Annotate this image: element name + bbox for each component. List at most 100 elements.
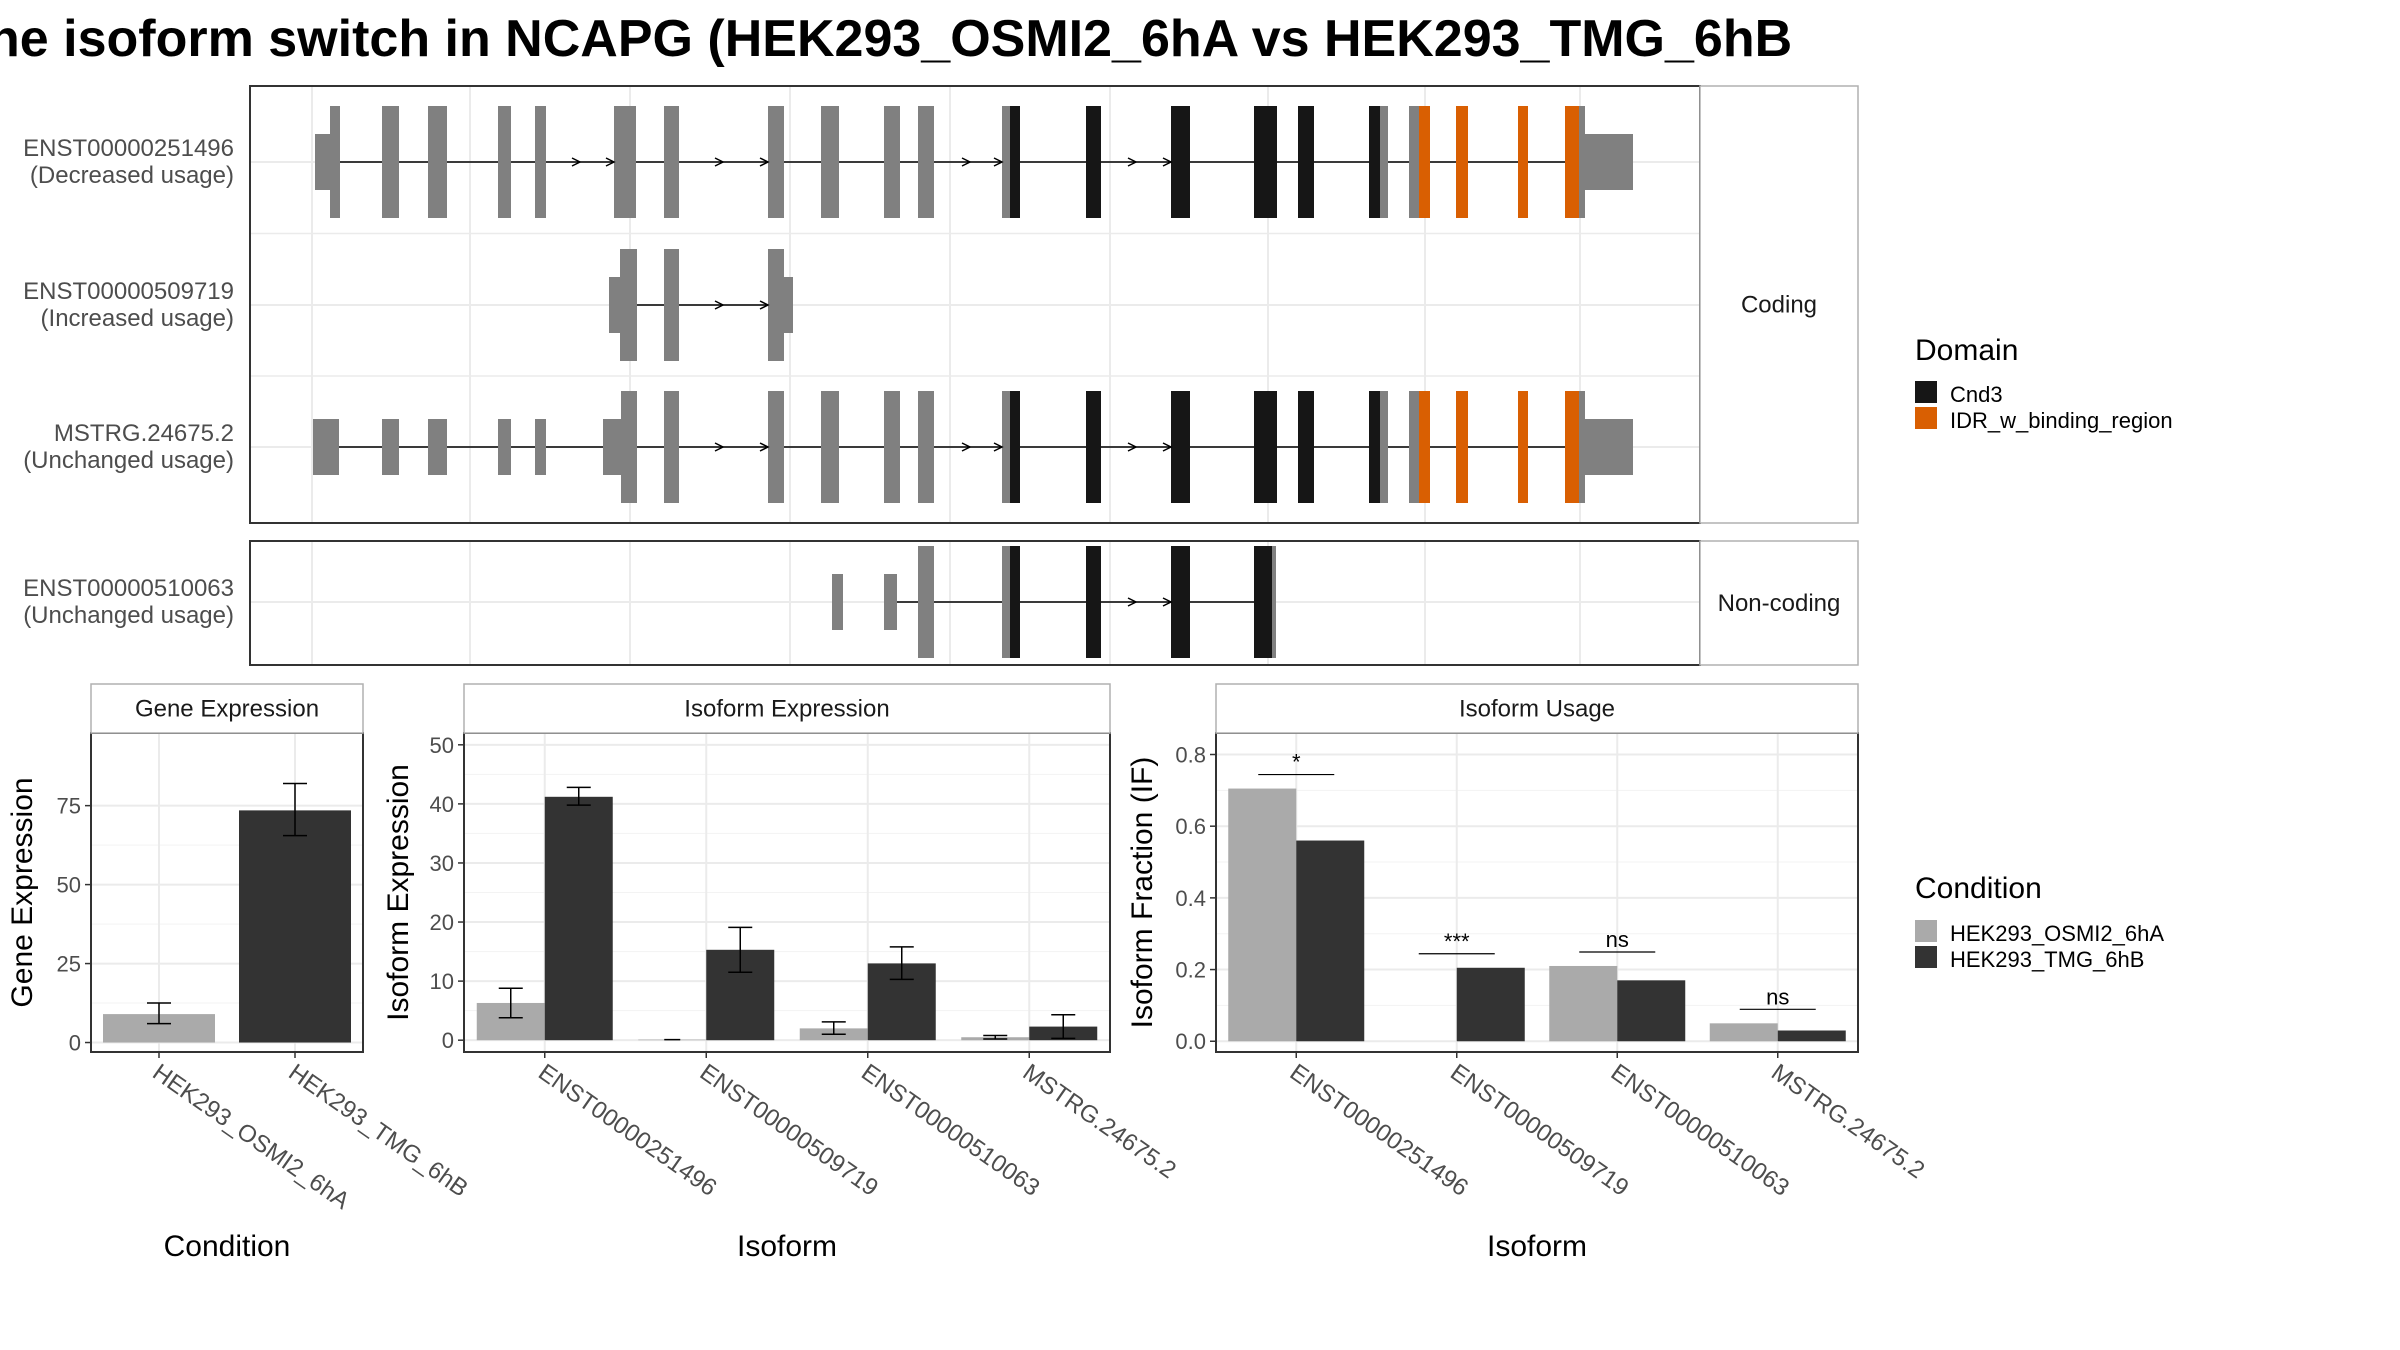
transcript-usage-label: (Decreased usage) (30, 162, 234, 189)
y-tick-label: 0.6 (1175, 814, 1206, 839)
coding-exon (768, 391, 784, 503)
legend-label-condition-a: HEK293_OSMI2_6hA (1950, 921, 2164, 946)
strand-arrow (1162, 157, 1173, 167)
coding-exon (1298, 391, 1314, 503)
coding-exon (1272, 546, 1276, 658)
strand-arrow (1127, 442, 1138, 452)
coding-exon (1010, 106, 1020, 218)
strand-arrow (571, 157, 582, 167)
significance-label: ns (1766, 984, 1789, 1009)
y-tick-label: 0 (69, 1031, 81, 1056)
strand-arrow (1162, 597, 1173, 607)
coding-exon (1419, 106, 1430, 218)
figure-title: he isoform switch in NCAPG (HEK293_OSMI2… (0, 10, 1792, 68)
coding-exon (1171, 546, 1190, 658)
coding-exon (1254, 546, 1272, 658)
y-tick-label: 75 (57, 794, 81, 819)
coding-panel: ENST00000251496(Decreased usage) ENST0000… (23, 85, 1859, 524)
utr-exon (428, 419, 447, 475)
coding-exon (821, 106, 839, 218)
bar-enst00000510063-series-1 (1549, 965, 1618, 1042)
coding-exon (664, 106, 679, 218)
coding-exon (1409, 391, 1419, 503)
legend-label-idr: IDR_w_binding_region (1950, 408, 2173, 433)
coding-exon (1518, 106, 1528, 218)
coding-exon (535, 106, 546, 218)
facet-strip-label: Non-coding (1718, 590, 1841, 617)
utr-exon (603, 419, 621, 475)
coding-exon (1565, 106, 1579, 218)
transcript-usage-label: (Unchanged usage) (23, 447, 234, 474)
x-axis-title: Condition (164, 1230, 291, 1263)
coding-exon (821, 391, 839, 503)
facet-strip-label: Coding (1741, 292, 1817, 319)
utr-exon (498, 419, 511, 475)
domain-legend-title: Domain (1915, 334, 2018, 367)
legend-label-condition-b: HEK293_TMG_6hB (1950, 947, 2144, 972)
coding-exon (428, 106, 447, 218)
transcript-MSTRG.24675.2 (313, 391, 1633, 503)
transcript-ENST00000509719 (609, 249, 793, 361)
y-tick-label: 0.2 (1175, 958, 1206, 983)
condition-legend: Condition HEK293_OSMI2_6hA HEK293_TMG_6h… (1915, 872, 2164, 972)
bar-hek293-tmg-6hb (239, 810, 351, 1043)
transcript-ENST00000251496 (315, 106, 1633, 218)
strand-arrow (993, 157, 1004, 167)
noncoding-panel: ENST00000510063(Unchanged usage) Non-codi… (23, 540, 1859, 666)
coding-exon (1002, 546, 1010, 658)
coding-exon (1369, 391, 1380, 503)
coding-exon (1010, 391, 1020, 503)
x-axis-title: Isoform (1487, 1230, 1587, 1263)
y-tick-label: 0 (442, 1028, 454, 1053)
coding-exon (884, 391, 900, 503)
transcript-id-label: MSTRG.24675.2 (54, 420, 234, 447)
y-axis-title: Isoform Fraction (IF) (1126, 757, 1159, 1029)
facet-strip (1699, 85, 1859, 524)
x-axis-title: Isoform (737, 1230, 837, 1263)
strand-arrow (961, 157, 972, 167)
coding-exon (1579, 106, 1585, 218)
coding-exon (1002, 391, 1010, 503)
coding-exon (621, 391, 637, 503)
coding-exon (330, 106, 340, 218)
coding-exon (1456, 106, 1468, 218)
bar-enst00000509719-series-2 (1456, 967, 1525, 1042)
utr-exon (382, 419, 399, 475)
y-tick-label: 40 (430, 792, 454, 817)
strand-arrow (759, 442, 770, 452)
y-tick-label: 50 (57, 873, 81, 898)
significance-label: * (1292, 750, 1301, 775)
coding-exon (1086, 546, 1101, 658)
strand-arrow (714, 300, 725, 310)
coding-exon (1380, 106, 1388, 218)
coding-exon (1086, 391, 1101, 503)
coding-exon (498, 106, 511, 218)
domain-legend: Domain Cnd3 IDR_w_binding_region (1915, 334, 2173, 433)
coding-exon (1409, 106, 1419, 218)
x-tick-label: ENST00000510063 (856, 1059, 1044, 1202)
utr-exon (784, 277, 793, 333)
legend-label-cnd3: Cnd3 (1950, 382, 2003, 407)
coding-exon (918, 106, 934, 218)
isoform-expression-panel: 0 10 20 30 40 50 Isoform Expression ENST0000025… (382, 683, 1181, 1263)
facet-strip-label: Gene Expression (135, 696, 319, 723)
utr-exon (535, 419, 546, 475)
coding-exon (1456, 391, 1468, 503)
facet-strip (463, 683, 1111, 734)
utr-exon (884, 574, 897, 630)
strand-arrow (1127, 157, 1138, 167)
transcript-id-label: ENST00000509719 (23, 278, 234, 305)
bar-enst00000251496-series-1 (1228, 788, 1297, 1042)
coding-exon (1010, 546, 1020, 658)
x-tick-label: MSTRG.24675.2 (1018, 1059, 1181, 1184)
coding-exon (1254, 391, 1277, 503)
bar-mstrg-24675-2-series-1 (1709, 1023, 1778, 1042)
transcript-id-label: ENST00000510063 (23, 575, 234, 602)
transcript-structure-panels: ENST00000251496(Decreased usage) ENST0000… (23, 85, 1859, 666)
strand-arrow (605, 157, 616, 167)
bar-enst00000510063-series-2 (1617, 980, 1686, 1042)
y-axis-title: Isoform Expression (382, 764, 415, 1021)
